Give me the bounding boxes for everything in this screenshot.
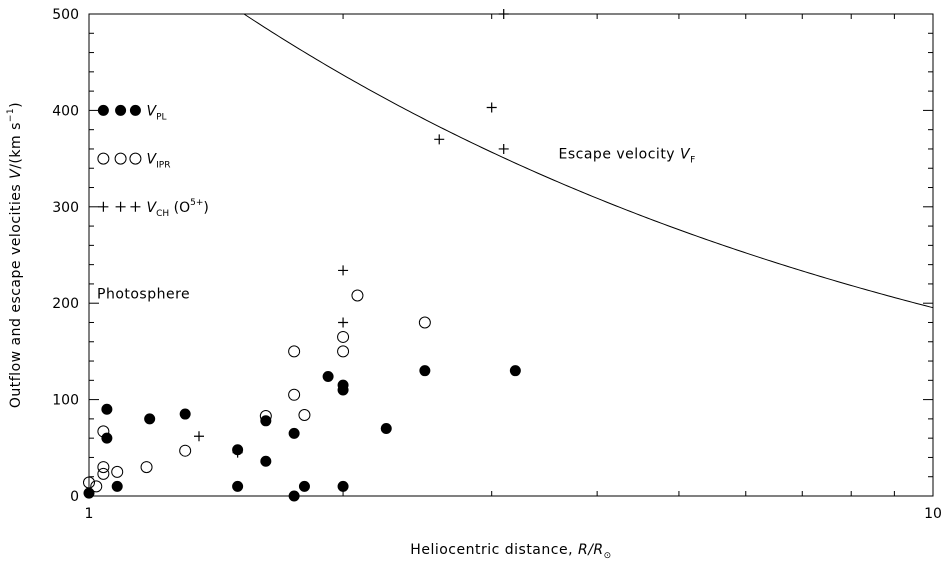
- legend-ch-main: V: [147, 200, 158, 216]
- point-vipr: [140, 461, 153, 474]
- x-tick-label: 10: [924, 506, 942, 522]
- point-vpl: [111, 480, 123, 492]
- x-tick-labels: 1 10: [85, 506, 942, 522]
- legend-label-vipr: VIPR: [147, 152, 171, 171]
- point-vipr: [351, 289, 364, 302]
- point-vch: [498, 9, 509, 19]
- point-vipr: [259, 409, 272, 422]
- point-vipr: [97, 425, 110, 438]
- legend-marker-vpl: [129, 104, 141, 116]
- photosphere-label: Photosphere: [97, 286, 190, 302]
- point-vch: [498, 143, 509, 154]
- y-title-sup: −1: [6, 108, 16, 122]
- legend-label-vpl: VPL: [147, 103, 167, 122]
- escape-label-text: Escape velocity: [559, 147, 681, 163]
- escape-velocity-label: Escape velocity VF: [559, 147, 696, 166]
- legend-ch-sub: CH: [156, 209, 169, 219]
- y-tick-label: 500: [52, 7, 79, 23]
- y-title-math: V: [8, 168, 24, 179]
- legend-markers: [97, 104, 142, 212]
- point-vipr: [97, 467, 110, 480]
- data-points: [83, 9, 521, 502]
- axis-ticks: [88, 13, 934, 497]
- legend-pl-sub: PL: [156, 112, 166, 122]
- point-vpl: [419, 365, 431, 377]
- point-vpl: [144, 413, 156, 425]
- point-vipr: [337, 330, 350, 343]
- legend-ipr-main: V: [147, 152, 158, 168]
- legend-marker-vch: [115, 201, 126, 212]
- y-tick-label: 300: [52, 200, 79, 216]
- y-title-text: Outflow and escape velocities: [8, 179, 24, 408]
- y-tick-label: 200: [52, 296, 79, 312]
- x-axis-title: Heliocentric distance, R/R⊙: [410, 542, 611, 561]
- point-vpl: [288, 490, 300, 502]
- legend-ch-sup: 5+: [190, 198, 203, 208]
- point-vpl: [260, 415, 272, 427]
- legend-ch-close: ): [203, 200, 208, 216]
- point-vpl: [298, 480, 310, 492]
- point-vpl: [509, 365, 521, 377]
- point-vpl: [337, 480, 349, 492]
- point-vpl: [260, 455, 272, 467]
- legend-marker-vipr: [129, 152, 142, 165]
- point-vipr: [298, 409, 311, 422]
- point-vpl: [179, 408, 191, 420]
- point-vipr: [97, 461, 110, 474]
- point-vipr: [179, 444, 192, 457]
- legend-marker-vch: [130, 201, 141, 212]
- point-vch: [486, 102, 497, 113]
- point-vipr: [418, 316, 431, 329]
- point-vch: [338, 317, 349, 328]
- point-vipr: [90, 480, 103, 493]
- y-title-suffix: /(km s: [8, 122, 24, 169]
- point-vch: [232, 447, 243, 458]
- legend-marker-vpl: [115, 104, 127, 116]
- point-vpl: [322, 370, 334, 382]
- x-title-text: Heliocentric distance,: [410, 542, 578, 558]
- legend: VPL VIPR VCH (O5+): [97, 103, 209, 219]
- y-tick-label: 0: [70, 489, 79, 505]
- legend-label-vch: VCH (O5+): [147, 198, 209, 219]
- point-vpl: [288, 427, 300, 439]
- escape-velocity-curve: [243, 13, 934, 309]
- y-tick-labels: 0 100 200 300 400 500: [52, 7, 79, 505]
- point-vipr: [83, 476, 95, 489]
- legend-pl-main: V: [147, 103, 158, 119]
- point-vpl: [380, 423, 392, 435]
- y-tick-label: 100: [52, 393, 79, 409]
- point-vpl: [232, 480, 244, 492]
- x-tick-label: 1: [85, 506, 94, 522]
- point-vpl: [337, 384, 349, 396]
- point-vipr: [288, 388, 301, 401]
- legend-marker-vipr: [114, 152, 127, 165]
- legend-ipr-sub: IPR: [156, 161, 170, 171]
- point-vipr: [288, 345, 301, 358]
- point-vipr: [337, 345, 350, 358]
- escape-label-math: V: [680, 147, 691, 163]
- point-vpl: [101, 432, 113, 444]
- y-title-close: ): [8, 102, 24, 108]
- point-vipr: [111, 465, 124, 478]
- point-vch: [194, 431, 205, 442]
- x-title-math: R/R: [578, 542, 604, 558]
- legend-marker-vpl: [97, 104, 109, 116]
- escape-label-sub: F: [690, 156, 696, 166]
- x-title-sub: ⊙: [604, 551, 612, 561]
- plot-frame: [88, 13, 934, 497]
- legend-marker-vipr: [97, 152, 110, 165]
- point-vpl: [101, 403, 113, 415]
- y-tick-label: 400: [52, 103, 79, 119]
- point-vch: [434, 134, 445, 145]
- legend-marker-vch: [98, 201, 109, 212]
- y-axis-title: Outflow and escape velocities V/(km s−1): [6, 102, 24, 408]
- point-vpl: [83, 487, 95, 499]
- legend-ch-rest: (O: [169, 200, 190, 216]
- point-vch: [338, 265, 349, 276]
